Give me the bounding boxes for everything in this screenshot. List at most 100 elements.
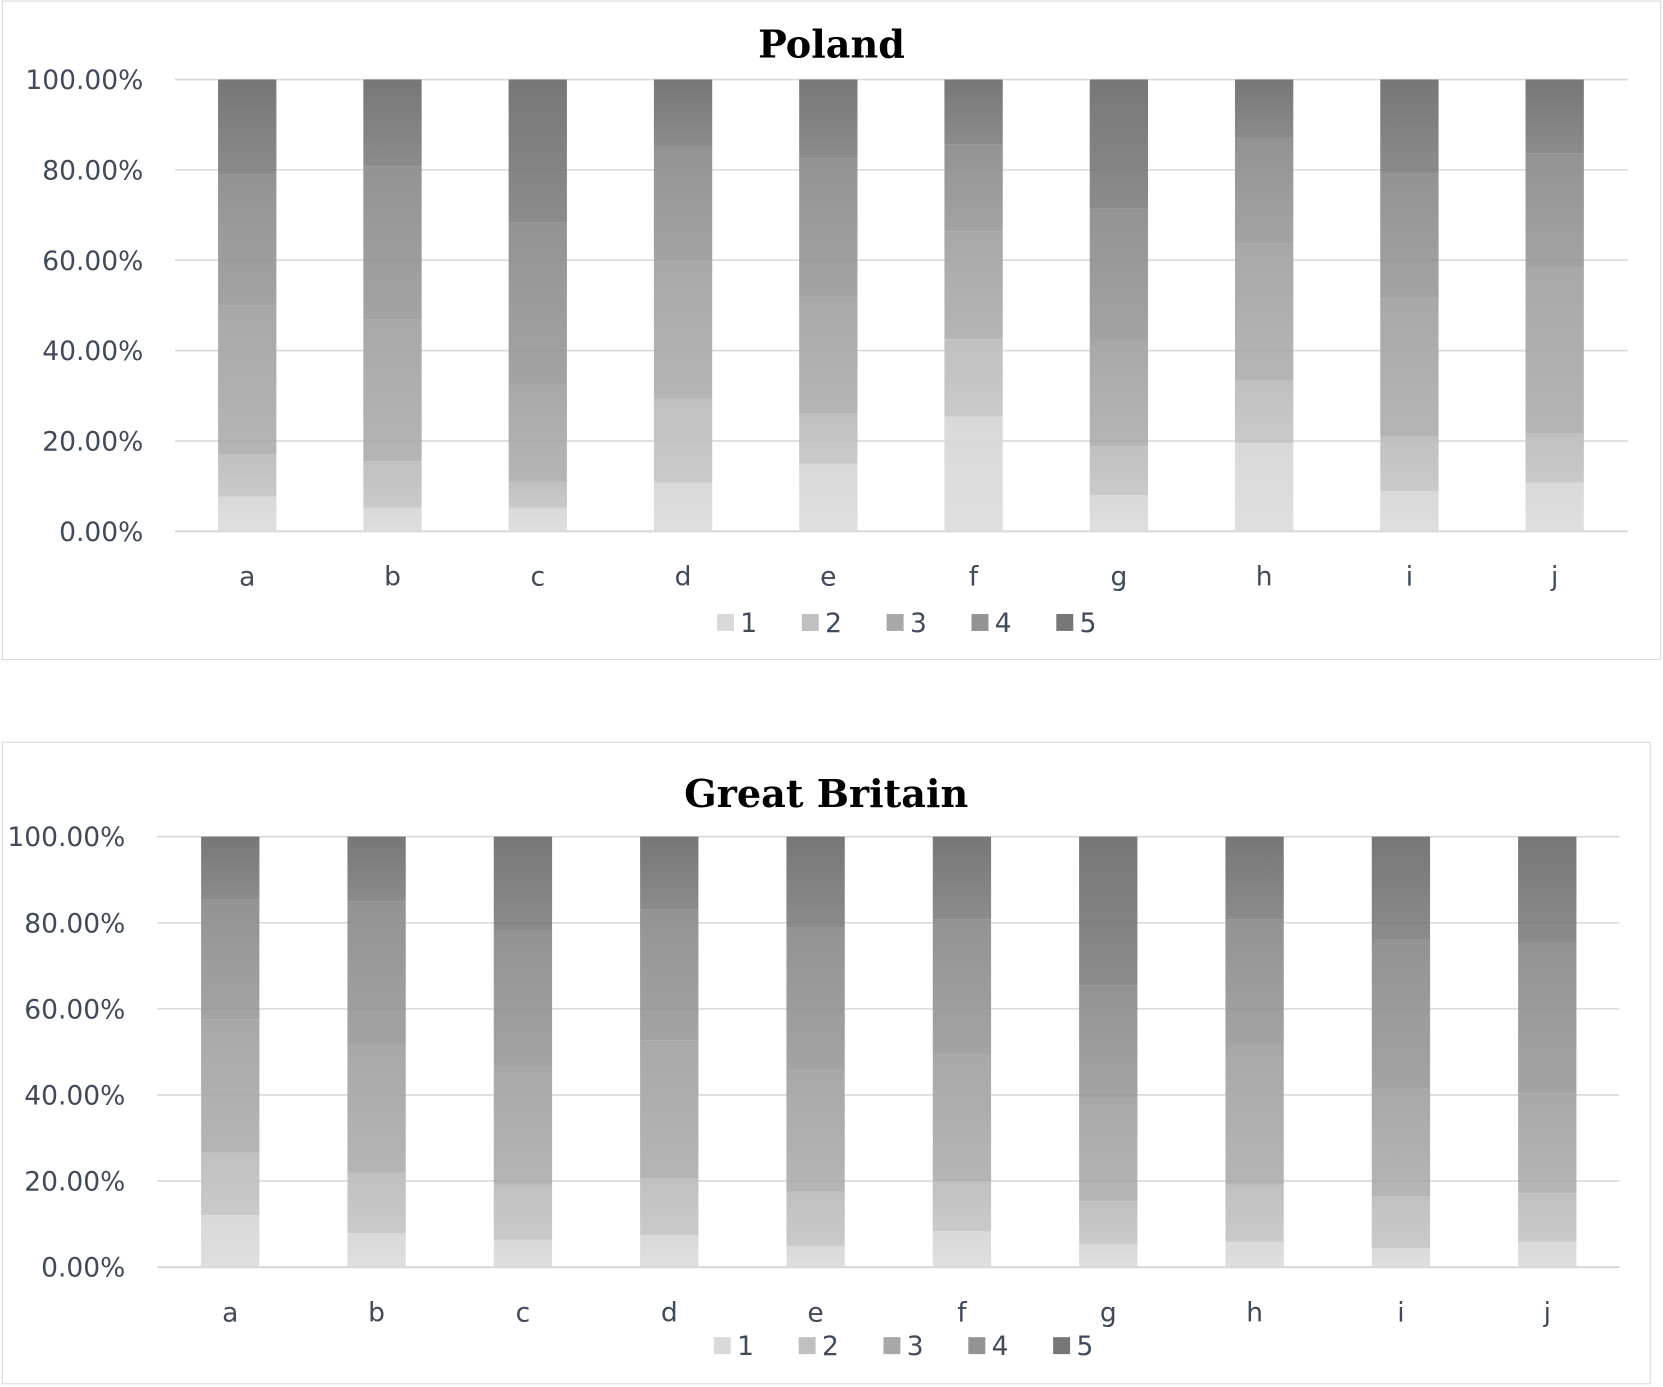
chart-title: Great Britain bbox=[684, 772, 968, 817]
bar-segment-b-series-3 bbox=[347, 1045, 406, 1173]
bar-segment-f-series-1 bbox=[932, 1231, 992, 1268]
legend-label-3: 3 bbox=[907, 1331, 924, 1362]
bar-segment-f-series-3 bbox=[944, 231, 1003, 340]
bar-segment-e-series-1 bbox=[786, 1246, 845, 1268]
bar-segment-d-series-5 bbox=[653, 79, 713, 147]
bar-segment-d-series-5 bbox=[640, 836, 699, 910]
legend-label-2: 2 bbox=[825, 608, 842, 639]
y-tick-label: 20.00% bbox=[42, 426, 143, 457]
x-tick-label: e bbox=[807, 1297, 823, 1328]
chart-title: Poland bbox=[758, 22, 905, 67]
x-tick-label: g bbox=[1110, 561, 1127, 592]
bar-segment-i-series-2 bbox=[1380, 436, 1439, 492]
poland-chart: Poland 0.00% 20.00% 40.00% 60.00% 80.00% 100.… bbox=[1, 0, 1662, 661]
legend-swatch-1 bbox=[713, 1337, 731, 1355]
x-tick-label: h bbox=[1256, 561, 1273, 592]
bar-segment-j-series-1 bbox=[1525, 482, 1584, 532]
bar-segment-d-series-4 bbox=[653, 146, 713, 261]
legend-label-4: 4 bbox=[992, 1331, 1009, 1362]
bar-segment-b-series-5 bbox=[347, 836, 406, 902]
bar-segment-h-series-3 bbox=[1225, 1045, 1284, 1185]
bar-segment-h-series-2 bbox=[1225, 1184, 1284, 1242]
x-tick-label: b bbox=[368, 1297, 385, 1328]
legend-swatch-4 bbox=[968, 1337, 986, 1355]
x-tick-label: i bbox=[1406, 561, 1413, 592]
bar-segment-a-series-2 bbox=[218, 454, 277, 497]
legend-label-2: 2 bbox=[822, 1331, 839, 1362]
bar-segment-g-series-5 bbox=[1079, 836, 1138, 986]
bar-segment-g-series-3 bbox=[1089, 341, 1149, 447]
bar-segment-i-series-4 bbox=[1371, 939, 1431, 1089]
bar-segment-h-series-1 bbox=[1225, 1241, 1284, 1268]
x-tick-label: i bbox=[1397, 1297, 1404, 1328]
bar-segment-i-series-5 bbox=[1371, 836, 1431, 940]
bar-segment-d-series-3 bbox=[653, 260, 713, 399]
bar-segment-b-series-1 bbox=[363, 507, 422, 532]
bar-segment-h-series-4 bbox=[1225, 919, 1284, 1046]
legend-swatch-4 bbox=[971, 613, 989, 631]
bar-segment-e-series-2 bbox=[799, 413, 858, 464]
bar-segment-f-series-1 bbox=[944, 416, 1003, 532]
bar-segment-g-series-2 bbox=[1079, 1201, 1138, 1244]
bar-segment-j-series-1 bbox=[1518, 1241, 1577, 1268]
x-tick-label: e bbox=[820, 561, 836, 592]
bar-segment-g-series-4 bbox=[1089, 208, 1149, 342]
x-tick-label: a bbox=[239, 561, 255, 592]
legend-swatch-2 bbox=[801, 613, 819, 631]
bar-segment-e-series-1 bbox=[799, 463, 858, 532]
bar-segment-d-series-2 bbox=[653, 398, 713, 483]
y-tick-label: 20.00% bbox=[24, 1167, 125, 1198]
y-tick-label: 60.00% bbox=[24, 994, 125, 1025]
bar-segment-f-series-3 bbox=[932, 1054, 992, 1182]
bar-segment-a-series-3 bbox=[201, 1019, 260, 1153]
x-tick-label: b bbox=[384, 561, 401, 592]
legend-swatch-2 bbox=[798, 1337, 816, 1355]
bar-segment-c-series-3 bbox=[508, 384, 567, 482]
bar-segment-i-series-3 bbox=[1380, 298, 1439, 437]
bar-segment-a-series-4 bbox=[201, 899, 260, 1020]
bar-segment-a-series-3 bbox=[218, 305, 277, 455]
bar-segment-i-series-4 bbox=[1380, 173, 1439, 299]
bar-segment-e-series-3 bbox=[799, 296, 858, 414]
bar-segment-h-series-4 bbox=[1234, 138, 1294, 244]
bar-segment-f-series-4 bbox=[932, 919, 992, 1055]
bar-segment-i-series-1 bbox=[1380, 491, 1439, 532]
x-tick-label: j bbox=[1550, 561, 1558, 592]
bar-segment-f-series-2 bbox=[932, 1181, 992, 1232]
x-tick-label: h bbox=[1246, 1297, 1263, 1328]
x-tick-label: c bbox=[516, 1297, 531, 1328]
bar-segment-g-series-1 bbox=[1079, 1243, 1138, 1268]
bar-segment-d-series-4 bbox=[640, 909, 699, 1041]
x-tick-label: a bbox=[222, 1297, 238, 1328]
x-tick-label: f bbox=[957, 1297, 967, 1328]
bar-segment-a-series-1 bbox=[218, 496, 277, 532]
x-tick-label: c bbox=[530, 561, 545, 592]
bar-segment-b-series-4 bbox=[363, 166, 422, 320]
bar-segment-j-series-3 bbox=[1518, 1093, 1577, 1194]
bar-segment-c-series-5 bbox=[508, 79, 567, 223]
bar-segment-i-series-2 bbox=[1371, 1196, 1431, 1249]
bar-segment-b-series-2 bbox=[347, 1172, 406, 1234]
bar-segment-f-series-4 bbox=[944, 144, 1003, 232]
bar-segment-j-series-3 bbox=[1525, 266, 1584, 434]
bar-segment-c-series-1 bbox=[493, 1239, 553, 1268]
legend-swatch-3 bbox=[883, 1337, 901, 1355]
bar-segment-h-series-2 bbox=[1234, 380, 1294, 444]
great-britain-chart: Great Britain 0.00% 20.00% 40.00% 60.00% 80.… bbox=[1, 741, 1651, 1385]
bar-segment-d-series-1 bbox=[640, 1235, 699, 1268]
y-tick-label: 80.00% bbox=[42, 155, 143, 186]
bar-segment-b-series-2 bbox=[363, 461, 422, 508]
bar-segment-e-series-4 bbox=[799, 158, 858, 297]
bar-segment-c-series-5 bbox=[493, 836, 553, 931]
bar-segment-d-series-1 bbox=[653, 482, 713, 532]
bar-segment-e-series-4 bbox=[786, 927, 845, 1071]
bar-segment-e-series-5 bbox=[799, 79, 858, 159]
bar-segment-a-series-1 bbox=[201, 1215, 260, 1268]
y-tick-label: 40.00% bbox=[24, 1081, 125, 1112]
bar-segment-h-series-5 bbox=[1225, 836, 1284, 920]
bar-segment-j-series-2 bbox=[1518, 1193, 1577, 1242]
y-tick-label: 40.00% bbox=[42, 336, 143, 367]
bar-segment-i-series-5 bbox=[1380, 79, 1439, 174]
legend-label-4: 4 bbox=[995, 608, 1012, 639]
bar-segment-g-series-1 bbox=[1089, 495, 1149, 532]
